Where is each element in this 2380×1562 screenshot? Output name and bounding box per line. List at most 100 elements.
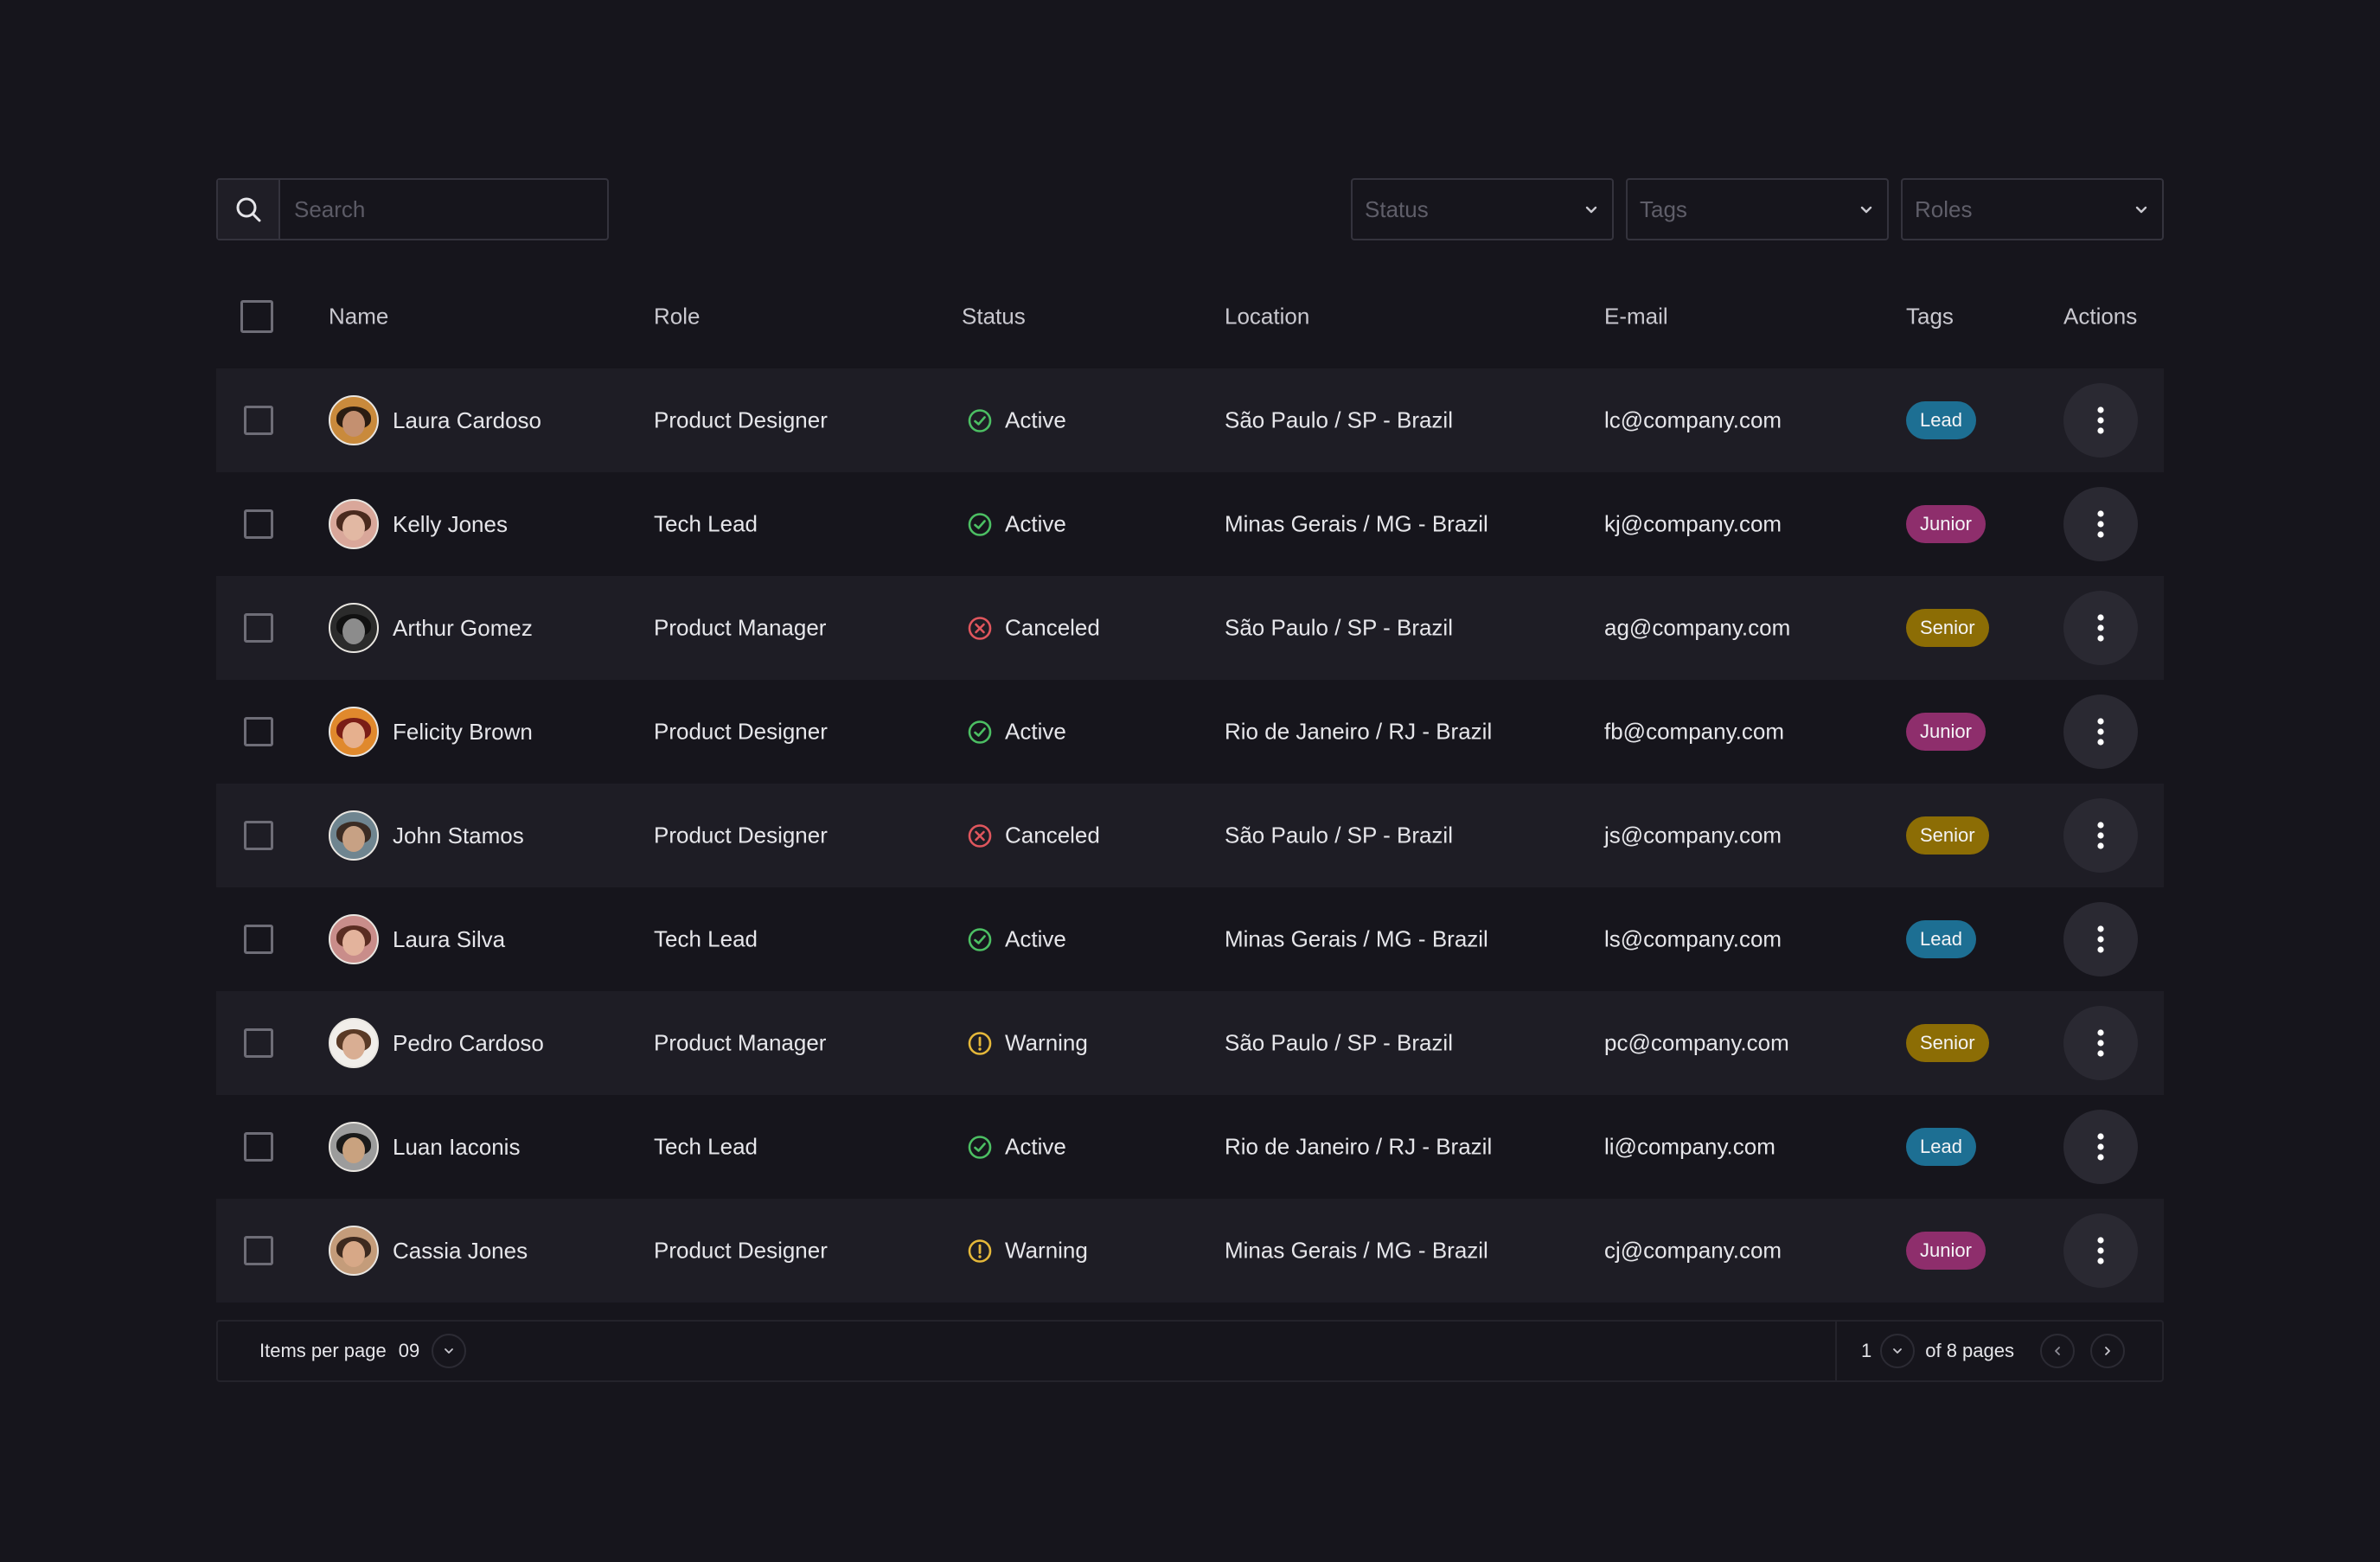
user-name: Kelly Jones	[393, 510, 508, 537]
location-cell: Minas Gerais / MG - Brazil	[1225, 1237, 1488, 1264]
status-cell: Active	[967, 407, 1066, 434]
more-vertical-icon	[2097, 925, 2104, 953]
avatar	[329, 1122, 379, 1172]
tag-badge: Junior	[1906, 1232, 1986, 1270]
page-dropdown[interactable]	[1880, 1334, 1916, 1368]
name-cell: Felicity Brown	[329, 707, 533, 757]
avatar	[329, 499, 379, 549]
pages-label: of 8 pages	[1925, 1340, 2014, 1361]
user-name: John Stamos	[393, 822, 524, 848]
row-checkbox[interactable]	[244, 613, 273, 643]
current-page[interactable]: 1	[1861, 1340, 1872, 1361]
email-cell: ls@company.com	[1604, 925, 1782, 952]
row-checkbox[interactable]	[244, 717, 273, 746]
location-cell: Minas Gerais / MG - Brazil	[1225, 925, 1488, 952]
status-label: Active	[1005, 407, 1066, 433]
column-header-location[interactable]: Location	[1225, 303, 1310, 330]
avatar	[329, 914, 379, 964]
table-row[interactable]: Luan Iaconis Tech Lead Active Rio de Jan…	[216, 1095, 2164, 1199]
column-header-role[interactable]: Role	[654, 303, 701, 330]
table-row[interactable]: Arthur Gomez Product Manager Canceled Sã…	[216, 576, 2164, 680]
tag-badge: Lead	[1906, 1128, 1976, 1166]
chevron-left-icon	[2055, 1347, 2060, 1355]
email-cell: li@company.com	[1604, 1133, 1775, 1160]
chevron-down-icon	[2135, 206, 2147, 214]
tag-badge: Junior	[1906, 505, 1986, 543]
tag-badge: Junior	[1906, 713, 1986, 751]
search-icon[interactable]	[218, 180, 280, 239]
table-row[interactable]: Kelly Jones Tech Lead Active Minas Gerai…	[216, 472, 2164, 576]
location-cell: Minas Gerais / MG - Brazil	[1225, 510, 1488, 537]
more-vertical-icon	[2097, 1029, 2104, 1057]
email-cell: fb@company.com	[1604, 718, 1784, 745]
name-cell: John Stamos	[329, 810, 524, 861]
row-checkbox[interactable]	[244, 1132, 273, 1162]
role-cell: Product Designer	[654, 822, 828, 848]
row-actions-button[interactable]	[2063, 695, 2138, 769]
next-page-button[interactable]	[2090, 1334, 2125, 1368]
name-cell: Pedro Cardoso	[329, 1018, 544, 1068]
search-input[interactable]	[280, 180, 607, 239]
avatar	[329, 707, 379, 757]
row-checkbox[interactable]	[244, 1028, 273, 1058]
row-checkbox[interactable]	[244, 821, 273, 850]
table-row[interactable]: Laura Silva Tech Lead Active Minas Gerai…	[216, 887, 2164, 991]
status-filter-dropdown[interactable]: Status	[1351, 178, 1614, 240]
status-cell: Warning	[967, 1030, 1088, 1057]
row-checkbox[interactable]	[244, 925, 273, 954]
status-label: Canceled	[1005, 614, 1100, 641]
status-label: Active	[1005, 1133, 1066, 1160]
row-checkbox[interactable]	[244, 509, 273, 539]
role-cell: Tech Lead	[654, 510, 758, 537]
role-cell: Product Manager	[654, 1029, 827, 1056]
tag-badge: Lead	[1906, 401, 1976, 439]
row-checkbox[interactable]	[244, 406, 273, 435]
column-header-tags[interactable]: Tags	[1906, 303, 1954, 330]
more-vertical-icon	[2097, 822, 2104, 849]
table-row[interactable]: Laura Cardoso Product Designer Active Sã…	[216, 368, 2164, 472]
location-cell: São Paulo / SP - Brazil	[1225, 614, 1453, 641]
name-cell: Arthur Gomez	[329, 603, 533, 653]
tag-badge: Lead	[1906, 920, 1976, 958]
status-filter-label: Status	[1365, 195, 1429, 222]
table-row[interactable]: John Stamos Product Designer Canceled Sã…	[216, 784, 2164, 887]
name-cell: Luan Iaconis	[329, 1122, 520, 1172]
more-vertical-icon	[2097, 614, 2104, 642]
column-header-status[interactable]: Status	[962, 303, 1026, 330]
page-selector: 1 of 8 pages	[1861, 1334, 2125, 1368]
users-table: Name Role Status Location E-mail Tags Ac…	[216, 277, 2164, 1303]
table-row[interactable]: Pedro Cardoso Product Manager Warning Sã…	[216, 991, 2164, 1095]
tags-filter-dropdown[interactable]: Tags	[1626, 178, 1889, 240]
row-actions-button[interactable]	[2063, 487, 2138, 561]
check-circle-icon	[967, 719, 993, 745]
avatar	[329, 1018, 379, 1068]
select-all-checkbox[interactable]	[240, 300, 273, 333]
email-cell: cj@company.com	[1604, 1237, 1782, 1264]
row-actions-button[interactable]	[2063, 1110, 2138, 1184]
email-cell: lc@company.com	[1604, 407, 1782, 433]
row-actions-button[interactable]	[2063, 902, 2138, 976]
user-name: Felicity Brown	[393, 718, 533, 745]
location-cell: São Paulo / SP - Brazil	[1225, 407, 1453, 433]
table-row[interactable]: Cassia Jones Product Designer Warning Mi…	[216, 1199, 2164, 1303]
column-header-email[interactable]: E-mail	[1604, 303, 1668, 330]
row-checkbox[interactable]	[244, 1236, 273, 1265]
email-cell: ag@company.com	[1604, 614, 1791, 641]
table-row[interactable]: Felicity Brown Product Designer Active R…	[216, 680, 2164, 784]
row-actions-button[interactable]	[2063, 1213, 2138, 1288]
roles-filter-dropdown[interactable]: Roles	[1901, 178, 2164, 240]
location-cell: Rio de Janeiro / RJ - Brazil	[1225, 718, 1493, 745]
table-body: Laura Cardoso Product Designer Active Sã…	[216, 368, 2164, 1303]
row-actions-button[interactable]	[2063, 798, 2138, 873]
row-actions-button[interactable]	[2063, 591, 2138, 665]
column-header-actions: Actions	[2063, 303, 2138, 330]
row-actions-button[interactable]	[2063, 383, 2138, 458]
user-name: Arthur Gomez	[393, 614, 533, 641]
status-cell: Active	[967, 511, 1066, 538]
items-per-page-dropdown[interactable]	[432, 1334, 467, 1368]
items-per-page-label: Items per page	[259, 1340, 387, 1361]
row-actions-button[interactable]	[2063, 1006, 2138, 1080]
previous-page-button[interactable]	[2040, 1334, 2075, 1368]
column-header-name[interactable]: Name	[329, 303, 389, 330]
items-per-page-value[interactable]: 09	[398, 1340, 420, 1361]
